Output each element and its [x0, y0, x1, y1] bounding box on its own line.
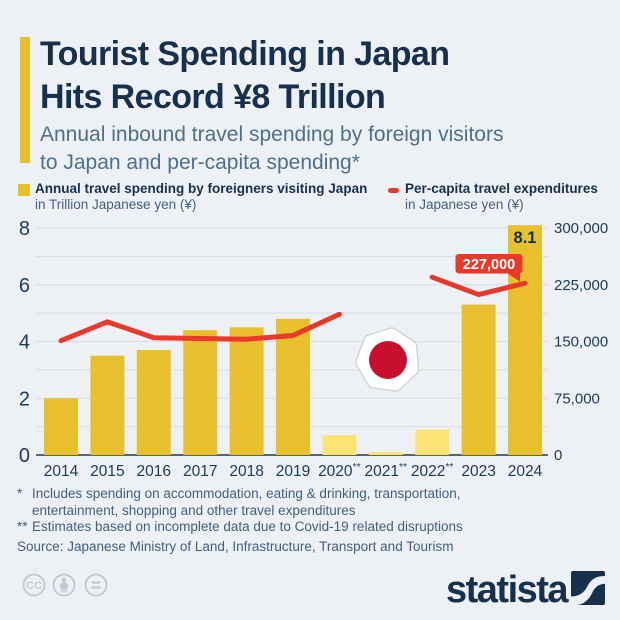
badge-text: 227,000 — [463, 257, 515, 273]
footnote-2-marker: ** — [17, 519, 28, 534]
bars-series — [44, 225, 542, 455]
footnote-2: ** Estimates based on incomplete data du… — [17, 519, 597, 536]
bar-series-swatch-icon — [18, 184, 30, 196]
legend-item-line: Per-capita travel expenditures in Japane… — [388, 181, 598, 213]
x-axis-label: 2018 — [229, 463, 263, 480]
footnotes: * Includes spending on accommodation, ea… — [17, 486, 597, 555]
x-axis-label: 2023 — [461, 463, 495, 480]
x-axis-label: 2016 — [137, 463, 171, 480]
subtitle-line-1: Annual inbound travel spending by foreig… — [40, 123, 504, 146]
x-axis-label: 2019 — [276, 463, 310, 480]
bar-2016 — [136, 350, 171, 455]
line-segment — [429, 274, 528, 298]
x-axis-labels: 2014 2015 2016 2017 2018 2019 2020** 2021** 2022… — [44, 461, 543, 480]
y-axis-left-tick: 6 — [19, 275, 30, 297]
per-capita-line — [58, 274, 528, 344]
y-axis-left-tick: 2 — [19, 388, 30, 410]
source-line: Source: Japanese Ministry of Land, Infra… — [17, 538, 454, 554]
attribution-icon[interactable] — [52, 573, 76, 597]
x-axis-label: 2021** — [364, 461, 407, 480]
y-axis-left-labels: 0 2 4 6 8 — [19, 218, 30, 467]
y-axis-right-tick: 0 — [554, 447, 562, 464]
y-axis-left-tick: 8 — [19, 218, 30, 240]
license-badges[interactable]: CC — [12, 563, 142, 607]
x-axis-label: 2020** — [318, 461, 361, 480]
y-axis-right-tick: 150,000 — [554, 334, 608, 351]
bar-2019 — [276, 318, 310, 455]
y-axis-left-tick: 0 — [19, 445, 30, 467]
legend-line-label: Per-capita travel expenditures — [405, 181, 598, 196]
svg-text:CC: CC — [26, 580, 42, 592]
badge-box — [455, 254, 523, 274]
bar-2014 — [44, 398, 78, 455]
legend-bars-label: Annual travel spending by foreigners vis… — [35, 181, 368, 196]
bar-2022 — [415, 429, 450, 455]
page-title: Tourist Spending in Japan Hits Record ¥8… — [40, 33, 450, 119]
bar-2023 — [461, 304, 496, 455]
subtitle-line-2: to Japan and per-capita spending* — [40, 151, 360, 174]
line-series-swatch-icon — [388, 188, 399, 193]
x-axis-label: 2022** — [411, 461, 454, 480]
legend-item-bars: Annual travel spending by foreigners vis… — [18, 181, 367, 213]
y-axis-right-tick: 300,000 — [554, 220, 608, 237]
footnote-1-text: Includes spending on accommodation, eati… — [32, 486, 461, 518]
bar-2020 — [322, 435, 357, 455]
x-axis-label: 2017 — [183, 463, 217, 480]
y-axis-right-tick: 225,000 — [554, 277, 608, 294]
flag-sun — [369, 341, 407, 379]
japan-flag-icon — [355, 327, 420, 392]
footnote-1: * Includes spending on accommodation, ea… — [17, 486, 597, 519]
statista-logo-icon[interactable] — [571, 571, 605, 605]
title-line-1: Tourist Spending in Japan — [40, 35, 450, 73]
equal-icon[interactable] — [84, 573, 108, 597]
line-segment — [58, 311, 342, 344]
legend-line-sublabel: in Japanese yen (¥) — [405, 197, 524, 212]
x-axis-label: 2015 — [90, 463, 124, 480]
y-axis-right-tick: 75,000 — [554, 390, 600, 407]
bar-2017 — [183, 330, 218, 455]
bar-value-label: 8.1 — [514, 229, 537, 247]
footnote-1-marker: * — [17, 486, 23, 501]
legend-bars-sublabel: in Trillion Japanese yen (¥) — [35, 197, 197, 212]
bar-2018 — [229, 327, 264, 455]
footnote-2-text: Estimates based on incomplete data due t… — [32, 519, 463, 534]
page-subtitle: Annual inbound travel spending by foreig… — [40, 121, 503, 177]
line-value-badge: 227,000 — [455, 254, 523, 282]
x-axis-label: 2024 — [508, 463, 543, 480]
cc-icon[interactable]: CC — [22, 573, 46, 597]
bar-2021 — [368, 452, 403, 455]
title-accent-bar — [20, 37, 30, 163]
y-axis-left-tick: 4 — [19, 332, 30, 354]
x-axis-label: 2014 — [44, 463, 79, 480]
y-axis-right-labels: 0 75,000 150,000 225,000 300,000 — [554, 220, 608, 464]
statista-logo[interactable]: statista — [446, 569, 569, 611]
badge-pointer — [505, 272, 520, 282]
bar-2015 — [90, 355, 125, 455]
title-line-2: Hits Record ¥8 Trillion — [40, 78, 386, 116]
